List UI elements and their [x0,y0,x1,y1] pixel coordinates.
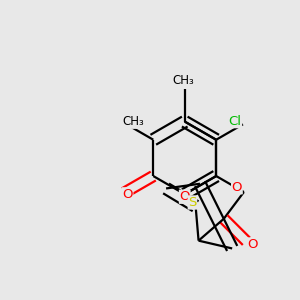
Text: CH₃: CH₃ [172,74,194,87]
Text: O: O [179,190,190,203]
Text: O: O [232,181,242,194]
Text: S: S [188,196,196,209]
Text: CH₃: CH₃ [122,115,144,128]
Text: O: O [247,238,257,251]
Text: Cl: Cl [229,115,242,128]
Text: O: O [122,188,133,201]
